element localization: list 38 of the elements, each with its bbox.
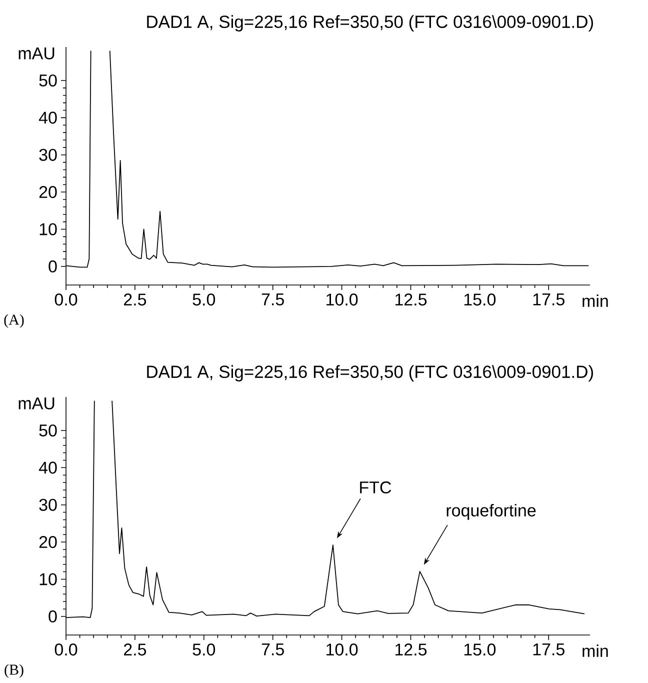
- x-tick-label: 2.5: [124, 294, 146, 306]
- x-tick-label: 17.5: [533, 644, 564, 656]
- y-tick-label: 30: [39, 498, 57, 511]
- annotation: roquefortine: [446, 504, 536, 520]
- x-tick-label: 7.5: [262, 644, 284, 656]
- y-tick-label: 20: [39, 536, 57, 548]
- chart-title: DAD1 A, Sig=225,16 Ref=350,50 (FTC 0316\009-0901.D): [147, 365, 593, 382]
- x-tick-label: 2.5: [124, 644, 146, 656]
- y-axis-title: mAU: [18, 48, 54, 60]
- y-tick-label: 0: [48, 610, 57, 622]
- x-tick-label: 10.0: [326, 644, 358, 656]
- x-tick-label: 0.0: [54, 644, 78, 656]
- text: (B): [4, 664, 24, 678]
- x-tick-label: 5.0: [192, 644, 216, 656]
- x-tick-label: 0.0: [54, 294, 78, 306]
- x-tick-label: 5.0: [192, 294, 216, 306]
- x-axis-title: min: [582, 294, 608, 307]
- text: (A): [4, 314, 24, 328]
- y-tick-label: 20: [39, 186, 57, 198]
- y-tick-label: 50: [39, 74, 57, 87]
- y-tick-label: 10: [40, 573, 57, 586]
- x-tick-label: 15.0: [464, 644, 496, 656]
- y-tick-label: 0: [48, 260, 57, 272]
- x-tick-label: 12.5: [395, 644, 427, 656]
- y-tick-label: 40: [38, 462, 57, 474]
- y-tick-label: 50: [39, 424, 57, 436]
- x-tick-label: 17.5: [533, 294, 564, 306]
- y-axis-title: mAU: [18, 397, 54, 410]
- x-tick-label: 7.5: [262, 294, 284, 306]
- annotation: FTC: [360, 481, 392, 494]
- x-tick-label: 15.0: [464, 294, 496, 306]
- y-tick-label: 10: [40, 223, 57, 236]
- y-tick-label: 30: [39, 148, 57, 161]
- x-axis-title: min: [582, 644, 608, 657]
- x-tick-label: 12.5: [395, 294, 427, 306]
- chart-title: DAD1 A, Sig=225,16 Ref=350,50 (FTC 0316\009-0901.D): [147, 15, 593, 32]
- y-tick-label: 40: [38, 112, 57, 124]
- x-tick-label: 10.0: [326, 294, 358, 306]
